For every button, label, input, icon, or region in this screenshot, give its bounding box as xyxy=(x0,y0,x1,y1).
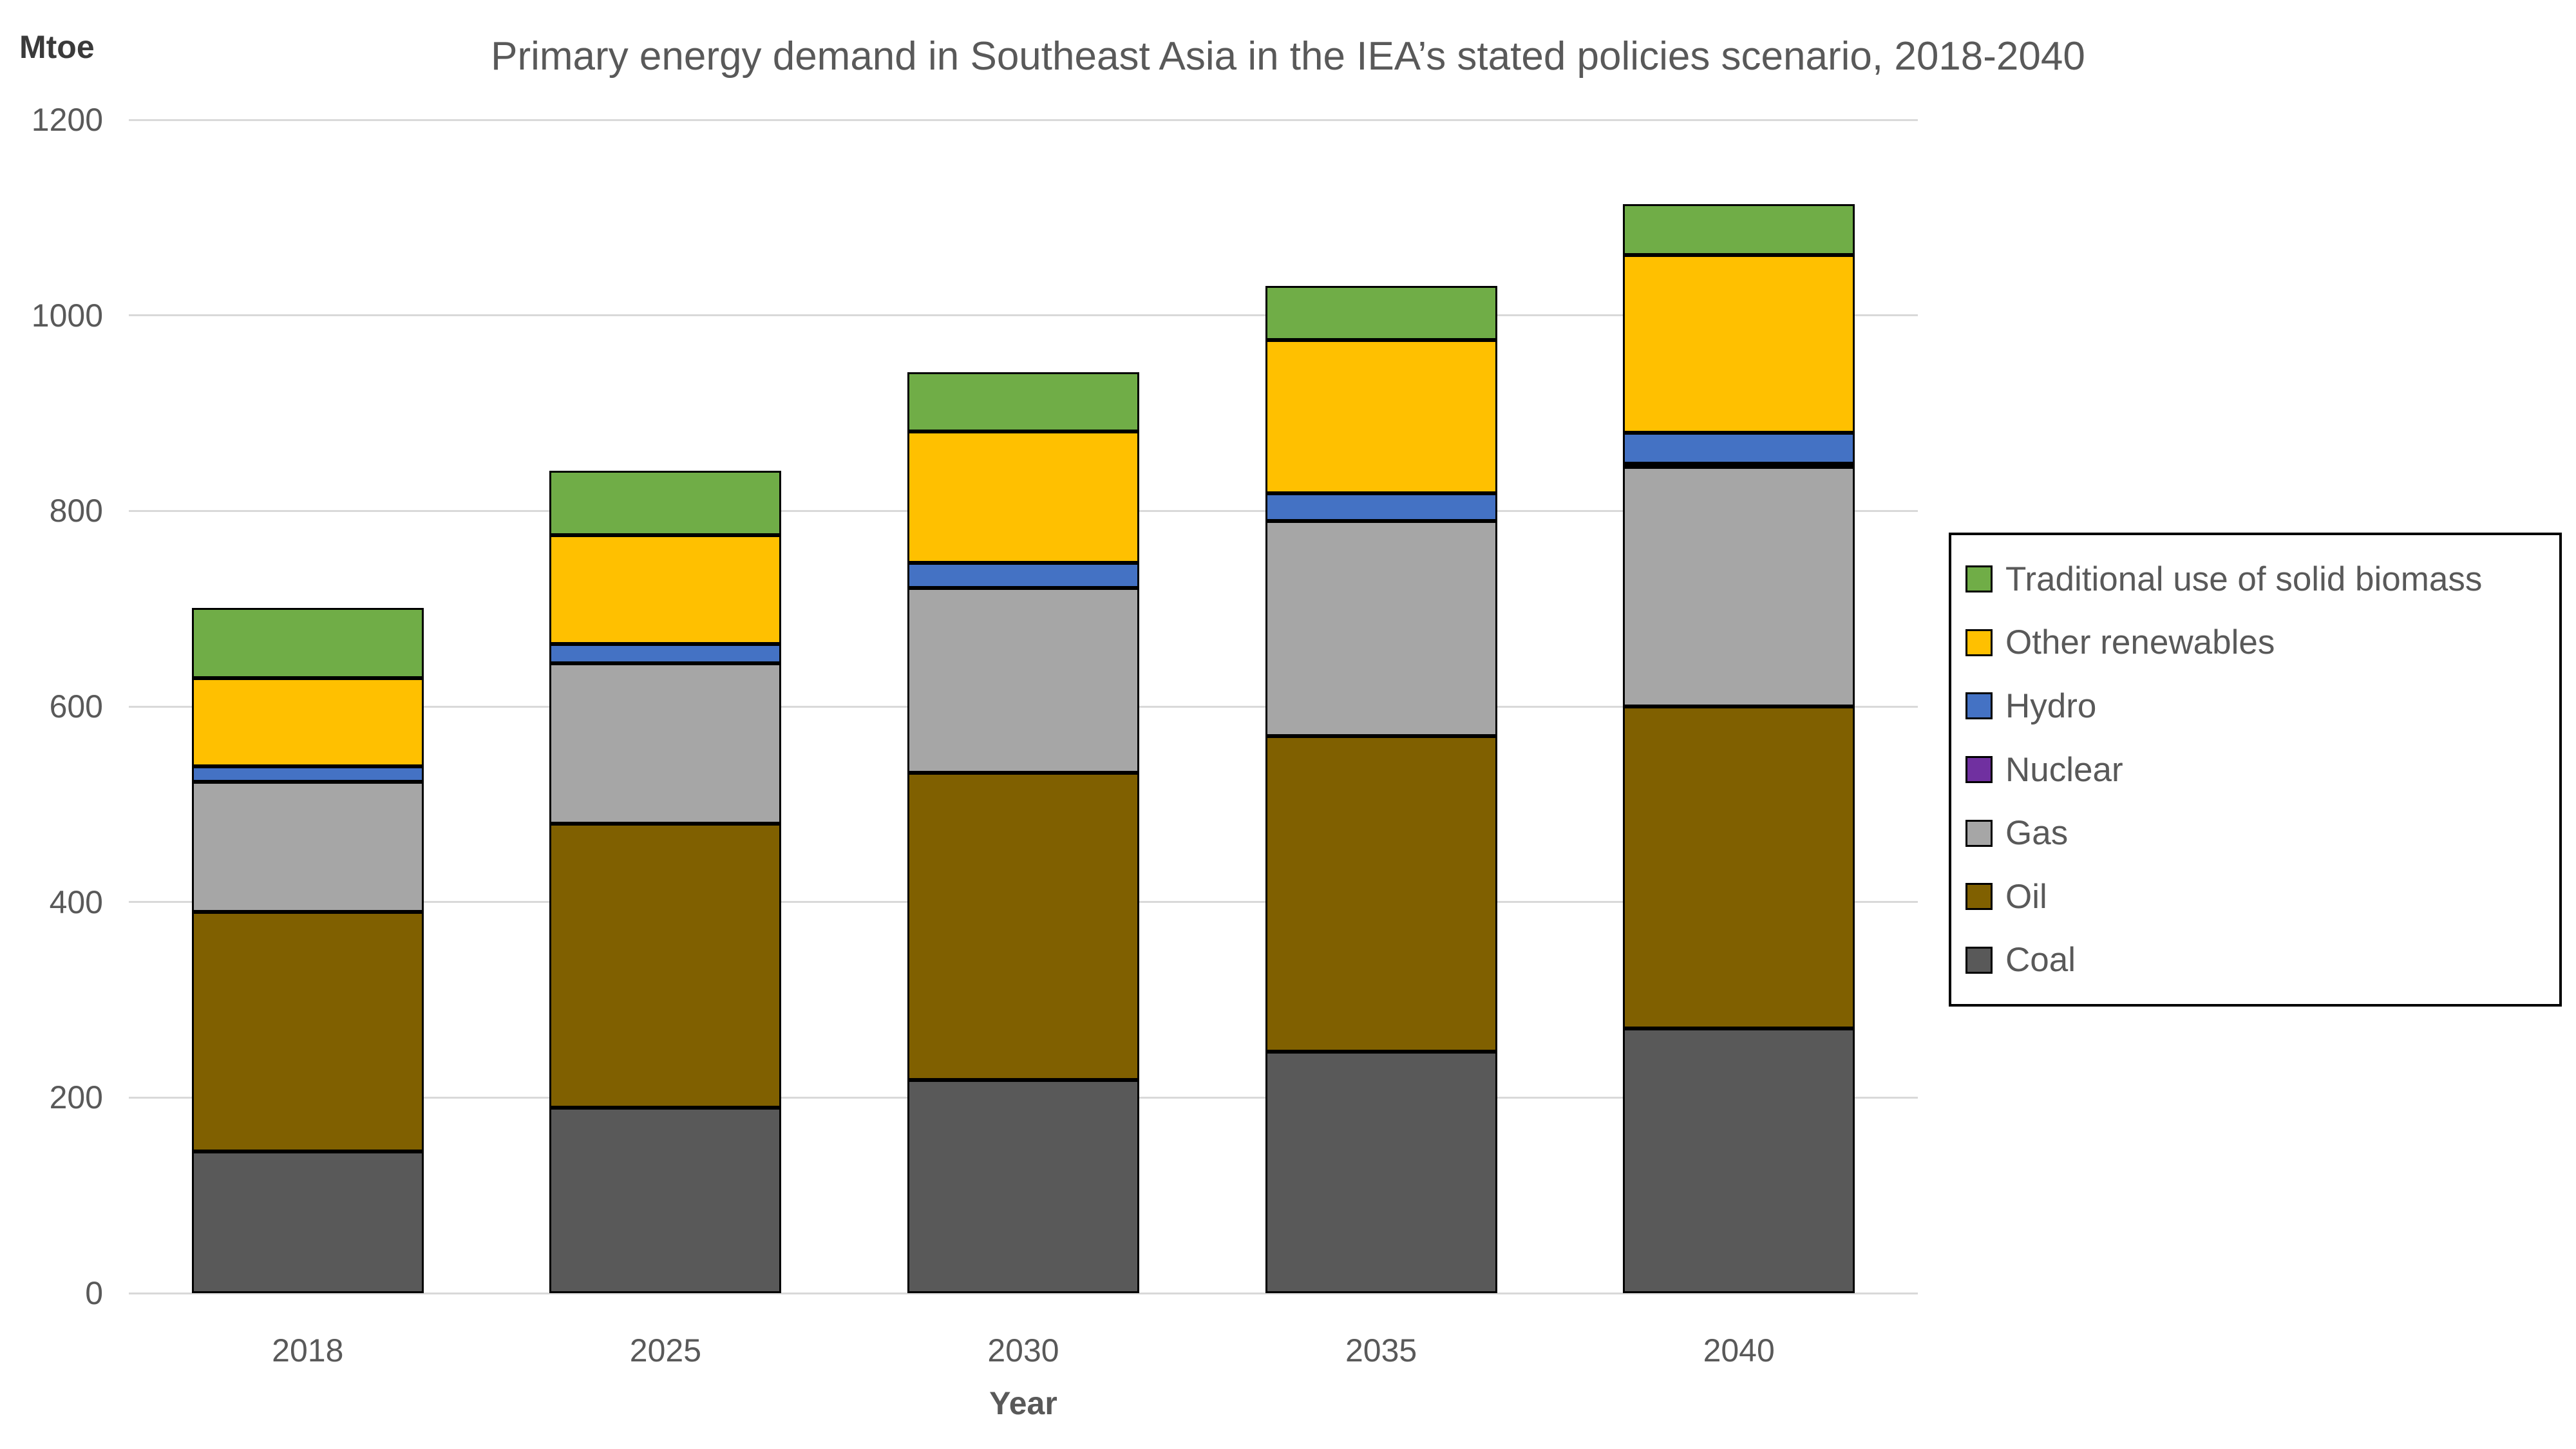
legend-swatch-gas xyxy=(1965,819,1993,847)
x-axis-title: Year xyxy=(989,1385,1057,1421)
bar-segment-2035-traditional-use-of-solid-biomass xyxy=(1265,286,1497,340)
chart-title: Primary energy demand in Southeast Asia … xyxy=(491,34,2085,79)
legend-label-other-renewables: Other renewables xyxy=(2005,623,2275,662)
legend-swatch-other-renewables xyxy=(1965,629,1993,656)
bar-segment-2040-coal xyxy=(1623,1028,1855,1293)
bar-segment-2040-nuclear xyxy=(1623,464,1855,468)
bar-segment-2030-traditional-use-of-solid-biomass xyxy=(907,372,1139,432)
bar-segment-2025-gas xyxy=(549,663,782,824)
bar-segment-2030-other-renewables xyxy=(907,431,1139,563)
bar-segment-2040-traditional-use-of-solid-biomass xyxy=(1623,204,1855,255)
bar-segment-2040-oil xyxy=(1623,706,1855,1028)
legend-item-traditional-use-of-solid-biomass: Traditional use of solid biomass xyxy=(1965,560,2559,599)
bar-segment-2018-gas xyxy=(191,781,424,912)
bar-segment-2030-hydro xyxy=(907,562,1139,589)
legend-item-other-renewables: Other renewables xyxy=(1965,623,2559,662)
bar-segment-2030-gas xyxy=(907,588,1139,773)
bar-segment-2025-hydro xyxy=(549,643,782,664)
bar-segment-2030-coal xyxy=(907,1080,1139,1293)
gridline-1200 xyxy=(129,118,1918,121)
gridline-1000 xyxy=(129,314,1918,317)
legend: Traditional use of solid biomass Other re… xyxy=(1949,533,2562,1007)
bar-segment-2018-oil xyxy=(191,911,424,1151)
legend-swatch-hydro xyxy=(1965,692,1993,720)
bar-segment-2018-hydro xyxy=(191,766,424,782)
bar-segment-2035-coal xyxy=(1265,1051,1497,1293)
bar-segment-2035-gas xyxy=(1265,520,1497,736)
legend-swatch-oil xyxy=(1965,883,1993,911)
bar-segment-2025-coal xyxy=(549,1107,782,1293)
y-tick-label-0: 0 xyxy=(85,1275,103,1311)
bar-segment-2035-other-renewables xyxy=(1265,339,1497,493)
legend-label-nuclear: Nuclear xyxy=(2005,750,2123,789)
gridline-0 xyxy=(129,1292,1918,1294)
y-tick-label-1000: 1000 xyxy=(31,297,103,334)
bar-segment-2025-other-renewables xyxy=(549,535,782,644)
bar-segment-2035-oil xyxy=(1265,735,1497,1052)
y-tick-label-200: 200 xyxy=(49,1079,103,1116)
x-tick-label-2040: 2040 xyxy=(1703,1332,1775,1368)
y-tick-label-400: 400 xyxy=(49,884,103,920)
legend-label-gas: Gas xyxy=(2005,814,2069,853)
legend-item-coal: Coal xyxy=(1965,940,2559,980)
x-tick-label-2025: 2025 xyxy=(629,1332,701,1368)
y-tick-label-600: 600 xyxy=(49,688,103,724)
y-axis-unit-label: Mtoe xyxy=(19,29,95,65)
legend-item-hydro: Hydro xyxy=(1965,687,2559,726)
x-tick-label-2035: 2035 xyxy=(1345,1332,1417,1368)
bar-segment-2035-hydro xyxy=(1265,493,1497,521)
bar-segment-2025-traditional-use-of-solid-biomass xyxy=(549,471,782,536)
x-tick-label-2018: 2018 xyxy=(272,1332,344,1368)
bar-segment-2018-traditional-use-of-solid-biomass xyxy=(191,607,424,678)
legend-label-hydro: Hydro xyxy=(2005,687,2097,725)
bar-segment-2018-coal xyxy=(191,1151,424,1293)
y-tick-label-1200: 1200 xyxy=(31,102,103,138)
bar-segment-2025-oil xyxy=(549,824,782,1108)
bar-segment-2040-other-renewables xyxy=(1623,254,1855,433)
legend-item-gas: Gas xyxy=(1965,813,2559,853)
x-tick-label-2030: 2030 xyxy=(987,1332,1059,1368)
legend-swatch-traditional-use-of-solid-biomass xyxy=(1965,565,1993,593)
legend-item-nuclear: Nuclear xyxy=(1965,750,2559,790)
bar-segment-2030-oil xyxy=(907,773,1139,1080)
legend-item-oil: Oil xyxy=(1965,877,2559,916)
legend-label-oil: Oil xyxy=(2005,877,2047,916)
legend-label-traditional-use-of-solid-biomass: Traditional use of solid biomass xyxy=(2005,560,2483,598)
bar-segment-2040-hydro xyxy=(1623,432,1855,464)
legend-swatch-coal xyxy=(1965,946,1993,974)
bar-segment-2040-gas xyxy=(1623,467,1855,706)
legend-swatch-nuclear xyxy=(1965,756,1993,783)
legend-label-coal: Coal xyxy=(2005,941,2076,980)
y-tick-label-800: 800 xyxy=(49,493,103,529)
bar-segment-2018-other-renewables xyxy=(191,677,424,766)
